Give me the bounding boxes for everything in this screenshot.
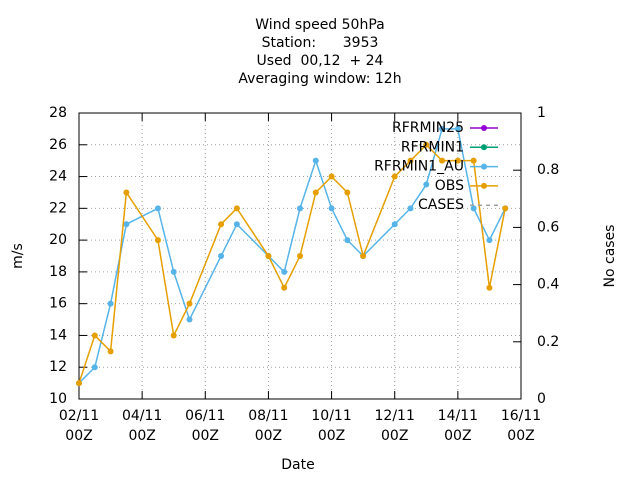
y2-tick-label: 0.2: [537, 334, 559, 350]
data-point: [439, 125, 446, 132]
y-axis-label: m/s: [10, 243, 26, 269]
x-tick-label: 12/11 00Z: [374, 408, 415, 444]
data-point: [91, 332, 98, 339]
x-tick-label: 06/11 00Z: [185, 408, 226, 444]
x-tick-label: 08/11 00Z: [248, 408, 289, 444]
data-point: [76, 380, 82, 387]
data-point: [297, 205, 303, 212]
x-tick-label: 02/11 00Z: [58, 408, 100, 444]
legend-label: RFRMIN1: [401, 139, 464, 155]
data-point: [123, 189, 130, 196]
data-point: [344, 189, 351, 196]
y2-tick-label: 1: [537, 105, 546, 121]
data-point: [186, 300, 193, 307]
y-tick-label: 20: [49, 232, 67, 248]
legend-label: RFRMIN1_AU: [374, 159, 464, 175]
data-point: [312, 189, 319, 196]
x-tick-label: 14/11 00Z: [437, 408, 479, 444]
y2-tick-label: 0.8: [537, 162, 559, 178]
data-point: [423, 141, 430, 148]
data-point: [391, 173, 398, 180]
plot-frame: [78, 112, 522, 400]
data-point: [486, 237, 493, 244]
x-tick-label: 16/11 00Z: [500, 408, 542, 444]
y-tick-label: 28: [49, 105, 67, 121]
x-tick-label: 10/11 00Z: [311, 408, 352, 444]
y2-tick-label: 0.6: [537, 219, 559, 235]
y-tick-label: 18: [49, 264, 67, 280]
data-point: [154, 237, 161, 244]
data-point: [91, 364, 98, 371]
legend-marker: [481, 182, 487, 189]
data-point: [218, 253, 225, 259]
data-point: [107, 348, 114, 355]
legend-marker: [481, 144, 487, 151]
data-point: [265, 253, 272, 259]
y-tick-label: 10: [49, 391, 67, 407]
data-point: [123, 221, 130, 228]
data-point: [154, 205, 161, 212]
data-point: [328, 173, 335, 180]
data-point: [454, 157, 461, 164]
legend-label: RFRMIN25: [392, 120, 464, 136]
data-point: [360, 253, 367, 259]
x-axis-label: Date: [281, 457, 314, 473]
data-point: [233, 205, 240, 212]
legend-label: OBS: [435, 178, 464, 194]
data-point: [170, 332, 177, 339]
data-point: [107, 300, 114, 307]
data-point: [407, 157, 414, 164]
x-tick-label: 04/11 00Z: [121, 408, 163, 444]
data-point: [218, 221, 225, 228]
data-point: [297, 253, 303, 259]
y-tick-label: 26: [49, 137, 67, 153]
legend-marker: [481, 163, 487, 170]
data-point: [312, 157, 319, 164]
y-tick-label: 14: [49, 327, 67, 343]
chart-title: Wind speed 50hPa Station: 3953 Used 00,1…: [238, 17, 402, 87]
y2-tick-label: 0.4: [537, 277, 559, 293]
data-point: [391, 221, 398, 228]
legend-marker: [481, 125, 487, 131]
data-point: [328, 205, 335, 212]
data-point: [344, 237, 351, 244]
legend-label: CASES: [418, 197, 464, 213]
data-point: [186, 316, 193, 323]
y-tick-label: 24: [49, 169, 67, 185]
data-point: [281, 268, 288, 275]
y2-tick-label: 0: [537, 391, 546, 407]
data-point: [281, 284, 288, 291]
y-tick-label: 12: [49, 359, 67, 375]
data-point: [439, 157, 446, 164]
data-point: [233, 221, 240, 228]
y-tick-label: 22: [49, 200, 67, 216]
y2-axis-label: No cases: [602, 225, 618, 288]
y-tick-label: 16: [49, 296, 67, 312]
data-point: [470, 157, 477, 164]
data-point: [407, 205, 414, 212]
data-point: [486, 284, 493, 291]
data-point: [454, 125, 461, 132]
data-point: [423, 181, 430, 188]
data-point: [502, 205, 509, 212]
data-point: [470, 205, 477, 212]
data-point: [170, 268, 177, 275]
